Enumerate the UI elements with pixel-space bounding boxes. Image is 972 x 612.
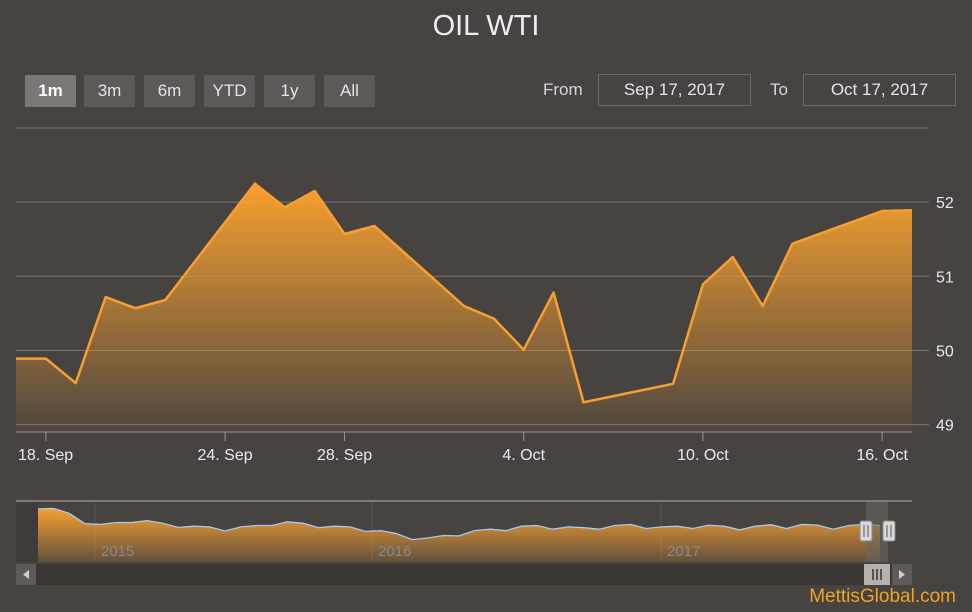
chart-title: OIL WTI <box>432 10 540 42</box>
y-axis-ticks: 49 50 51 52 <box>936 195 954 434</box>
x-tick-label: 28. Sep <box>317 447 372 464</box>
y-tick-label: 52 <box>936 195 954 212</box>
scrollbar-left-button[interactable] <box>16 564 36 585</box>
range-button-all[interactable]: All <box>324 75 375 107</box>
navigator-area <box>38 508 880 562</box>
x-tick-label: 4. Oct <box>502 447 545 464</box>
scrollbar-track[interactable] <box>16 564 912 585</box>
x-tick-label: 18. Sep <box>18 447 73 464</box>
navigator-year-2017: 2017 <box>667 543 700 560</box>
price-line <box>16 182 913 404</box>
navigator-handle-right[interactable] <box>882 520 896 542</box>
scrollbar-thumb[interactable] <box>864 564 890 585</box>
from-label: From <box>543 80 583 99</box>
to-date-input[interactable] <box>803 74 956 106</box>
x-tick-label: 16. Oct <box>856 447 908 464</box>
navigator-selected-range[interactable] <box>866 502 888 562</box>
navigator-year-2016: 2016 <box>378 543 411 560</box>
range-button-6m[interactable]: 6m <box>144 75 195 107</box>
navigator-line <box>37 507 881 541</box>
x-axis-ticks: 18. Sep 24. Sep 28. Sep 4. Oct 10. Oct 16. Oc… <box>18 432 908 464</box>
range-button-ytd[interactable]: YTD <box>204 75 255 107</box>
price-area <box>16 183 912 432</box>
range-button-1y[interactable]: 1y <box>264 75 315 107</box>
watermark: MettisGlobal.com <box>809 586 956 607</box>
x-tick-label: 24. Sep <box>197 447 252 464</box>
navigator-year-2015: 2015 <box>101 543 134 560</box>
navigator-handle-left[interactable] <box>859 520 873 542</box>
from-date-input[interactable] <box>598 74 751 106</box>
range-button-1m[interactable]: 1m <box>25 75 76 107</box>
to-label: To <box>770 80 788 99</box>
navigator-mask-left <box>16 502 38 562</box>
y-tick-label: 49 <box>936 418 954 435</box>
y-tick-label: 50 <box>936 343 954 360</box>
y-tick-label: 51 <box>936 269 954 286</box>
scrollbar-right-button[interactable] <box>892 564 912 585</box>
range-button-3m[interactable]: 3m <box>84 75 135 107</box>
x-tick-label: 10. Oct <box>677 447 729 464</box>
